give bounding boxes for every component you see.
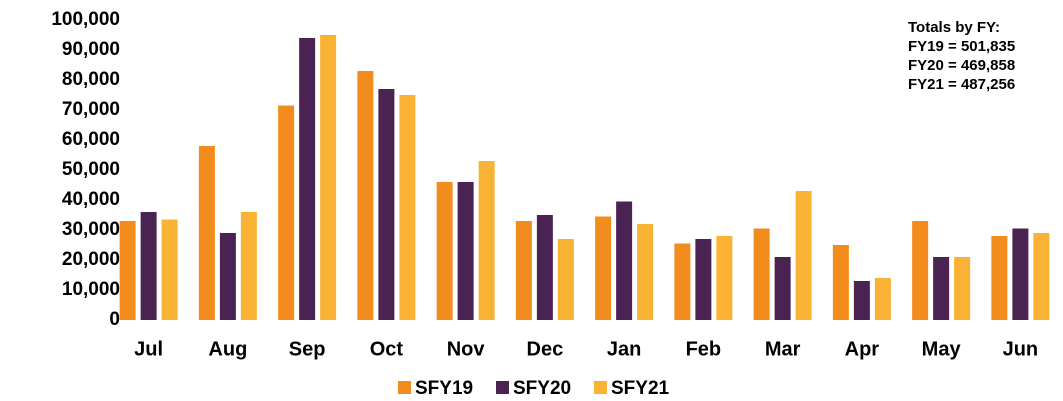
bar xyxy=(674,243,691,320)
y-tick-label: 0 xyxy=(109,309,120,330)
bar xyxy=(198,146,215,320)
bar xyxy=(436,182,453,320)
x-tick-label: Apr xyxy=(845,338,880,360)
y-tick-label: 100,000 xyxy=(51,9,120,30)
x-tick-label: Jul xyxy=(134,338,163,360)
x-tick-label: Jan xyxy=(607,338,641,360)
bar xyxy=(716,236,733,320)
bar xyxy=(119,221,136,320)
legend-label: SFY19 xyxy=(415,378,473,399)
bar xyxy=(219,233,236,320)
y-tick-label: 10,000 xyxy=(62,279,120,300)
bar xyxy=(378,89,395,320)
bar xyxy=(753,228,770,320)
bar xyxy=(595,216,612,320)
y-tick-label: 80,000 xyxy=(62,69,120,90)
bar xyxy=(1033,233,1050,320)
bar xyxy=(954,257,971,320)
x-tick-label: Mar xyxy=(765,338,801,360)
y-tick-label: 20,000 xyxy=(62,249,120,270)
bar xyxy=(140,212,157,320)
bar xyxy=(536,215,553,320)
x-tick-label: Sep xyxy=(289,338,326,360)
x-tick-label: Nov xyxy=(447,338,486,360)
x-tick-label: Oct xyxy=(370,338,404,360)
y-tick-label: 30,000 xyxy=(62,219,120,240)
bar xyxy=(912,221,929,320)
y-tick-label: 70,000 xyxy=(62,99,120,120)
bar xyxy=(795,191,812,320)
bar xyxy=(991,236,1008,320)
annotation: Totals by FY: xyxy=(908,19,1000,36)
legend-label: SFY21 xyxy=(611,378,670,399)
bar xyxy=(933,257,950,320)
x-tick-label: Dec xyxy=(527,338,564,360)
x-tick-label: May xyxy=(922,338,962,360)
bar xyxy=(1012,228,1029,320)
annotation: FY19 = 501,835 xyxy=(908,38,1015,55)
annotation: FY20 = 469,858 xyxy=(908,57,1015,74)
bar xyxy=(240,212,257,320)
x-tick-label: Feb xyxy=(686,338,722,360)
bar xyxy=(832,245,849,320)
bar xyxy=(874,278,891,320)
bar xyxy=(515,221,532,320)
legend-label: SFY20 xyxy=(513,378,571,399)
legend-swatch xyxy=(398,381,411,394)
y-tick-label: 50,000 xyxy=(62,159,120,180)
y-tick-label: 40,000 xyxy=(62,189,120,210)
bar xyxy=(161,219,178,320)
x-tick-label: Jun xyxy=(1003,338,1039,360)
bar xyxy=(357,71,374,320)
bar xyxy=(299,38,316,320)
bar xyxy=(557,239,574,320)
bar xyxy=(278,105,295,320)
bar xyxy=(695,239,712,320)
bar xyxy=(320,35,337,320)
x-tick-label: Aug xyxy=(208,338,247,360)
annotation: FY21 = 487,256 xyxy=(908,76,1015,93)
legend-swatch xyxy=(594,381,607,394)
legend-swatch xyxy=(496,381,509,394)
bar xyxy=(457,182,474,320)
bar xyxy=(616,201,633,320)
y-tick-label: 60,000 xyxy=(62,129,120,150)
bar xyxy=(774,257,791,320)
bar xyxy=(478,161,495,320)
bar xyxy=(853,281,870,320)
y-tick-label: 90,000 xyxy=(62,39,120,60)
bar xyxy=(637,224,654,320)
bar xyxy=(399,95,416,320)
